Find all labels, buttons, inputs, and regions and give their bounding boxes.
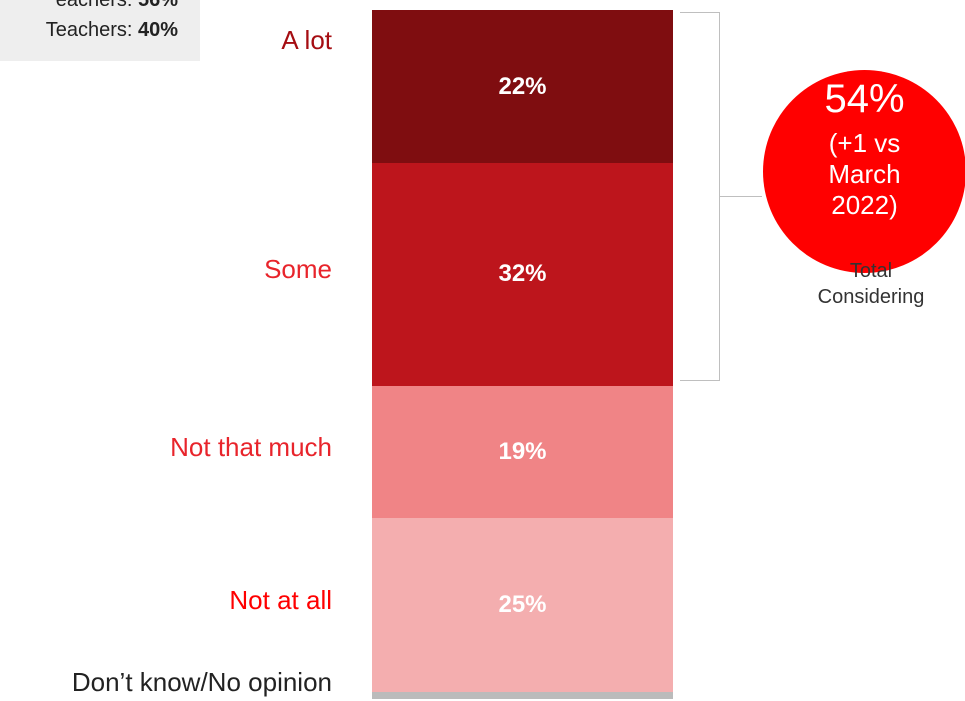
bar-segment-not-at-all: 25%: [372, 518, 673, 693]
total-considering-caption: Total Considering: [817, 260, 925, 308]
bar-segment-not-that-much: 19%: [372, 385, 673, 519]
note-line-2: Teachers: 40%: [46, 18, 178, 42]
comparison-note: eachers: 56% Teachers: 40%: [0, 0, 200, 61]
note-line-2-value: 40%: [137, 19, 178, 41]
bar-segment-some: 32%: [372, 163, 673, 386]
total-considering-badge: 54% (+1 vs March 2022): [763, 70, 965, 273]
bar-segment-don-t-know-no-opinion: [372, 692, 673, 699]
bar-segment-a-lot: 22%: [372, 10, 673, 164]
total-considering-bracket: [680, 12, 720, 381]
note-line-1-value: 56%: [137, 0, 178, 11]
note-line-1: eachers: 56%: [56, 0, 178, 12]
note-line-1-label: eachers:: [55, 0, 138, 11]
category-label: Not that much: [170, 431, 332, 462]
category-label: A lot: [281, 25, 332, 55]
category-label: Some: [264, 254, 332, 285]
total-change-vs-march: (+1 vs March 2022): [828, 128, 901, 220]
bracket-connector: [720, 196, 762, 197]
data-label: 32%: [498, 260, 547, 288]
category-label: Not at all: [229, 585, 332, 616]
note-line-2-label: Teachers:: [45, 19, 138, 41]
data-label: 22%: [498, 72, 547, 100]
data-label: 19%: [498, 437, 547, 465]
category-label: Don’t know/No opinion: [71, 667, 332, 697]
total-considering-value: 54%: [824, 77, 905, 121]
data-label: 25%: [498, 591, 547, 619]
